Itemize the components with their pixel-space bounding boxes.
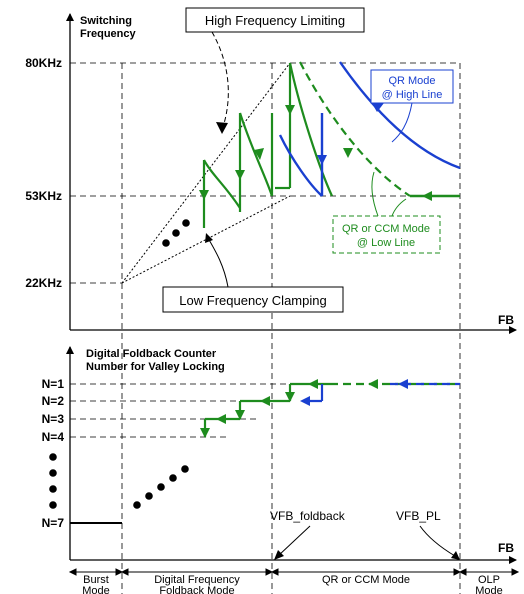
- vfb-pl-arrowhead: [451, 551, 460, 560]
- blue-qr-curve: [278, 61, 461, 197]
- green-staircase: [203, 382, 330, 437]
- envelope-lower: [121, 195, 291, 284]
- dot-top-2: [172, 229, 180, 237]
- green-arrowheads-bottom: [200, 379, 378, 438]
- top-x-label: FB: [498, 313, 514, 327]
- bottom-y-title-1: Digital Foldback Counter: [86, 348, 217, 360]
- box-low-label: Low Frequency Clamping: [179, 293, 326, 308]
- dot-diag-3: [157, 483, 165, 491]
- mode-arrows: [68, 568, 520, 576]
- blue-arrowhead-1: [317, 155, 327, 165]
- blue-n1-arrowhead: [398, 379, 408, 389]
- box-low-frequency-clamping: [162, 286, 344, 313]
- bottom-x-label: FB: [498, 541, 514, 555]
- dot-top-1: [162, 239, 170, 247]
- green-foldback-curve: [202, 62, 333, 228]
- dot-axis-2: [49, 469, 57, 477]
- green-dashed-curve: [299, 61, 411, 197]
- qr-high-box: [370, 69, 454, 104]
- dot-diag-2: [145, 492, 153, 500]
- top-y-title-2: Frequency: [80, 28, 137, 40]
- qr-low-label-2: @ Low Line: [357, 237, 415, 249]
- vfb-foldback-arrowhead: [274, 550, 284, 560]
- qr-high-label-1: QR Mode: [388, 75, 435, 87]
- dot-diag-5: [181, 465, 189, 473]
- mode-olp-1: OLP: [478, 574, 500, 586]
- qr-low-pointer-2: [391, 198, 407, 217]
- tick-53khz: 53KHz: [25, 189, 62, 203]
- tick-n3: N=3: [42, 412, 65, 426]
- qr-high-pointer: [391, 102, 413, 143]
- vfb-foldback-label: VFB_foldback: [270, 509, 346, 523]
- vfb-pl-arrow: [419, 525, 456, 557]
- high-limit-arrow: [211, 31, 229, 131]
- green-arrowheads-top: [199, 105, 432, 201]
- qr-low-label-1: QR or CCM Mode: [342, 223, 430, 235]
- mode-qr-ccm: QR or CCM Mode: [322, 574, 410, 586]
- top-y-title-1: Switching: [80, 15, 132, 27]
- envelope-upper: [121, 62, 291, 284]
- tick-n7: N=7: [42, 516, 65, 530]
- mode-foldback-2: Foldback Mode: [159, 585, 234, 594]
- tick-n1: N=1: [42, 377, 65, 391]
- qr-low-pointer-1: [371, 171, 379, 217]
- dot-axis-1: [49, 453, 57, 461]
- mode-olp-2: Mode: [475, 585, 503, 594]
- tick-n2: N=2: [42, 394, 65, 408]
- dot-diag-1: [133, 501, 141, 509]
- qr-low-box: [332, 215, 441, 254]
- mode-burst-2: Mode: [82, 585, 110, 594]
- high-limit-arrowhead: [216, 122, 228, 134]
- mode-foldback-1: Digital Frequency: [154, 574, 240, 586]
- dot-diag-4: [169, 474, 177, 482]
- dot-axis-3: [49, 485, 57, 493]
- tick-22khz: 22KHz: [25, 276, 62, 290]
- dot-top-3: [182, 219, 190, 227]
- box-high-label: High Frequency Limiting: [205, 13, 345, 28]
- tick-80khz: 80KHz: [25, 56, 62, 70]
- bottom-y-title-2: Number for Valley Locking: [86, 361, 225, 373]
- dot-axis-4: [49, 501, 57, 509]
- box-high-frequency-limiting: [185, 7, 365, 33]
- tick-n4: N=4: [42, 430, 65, 444]
- low-clamp-arrow: [207, 237, 229, 288]
- low-clamp-arrowhead: [205, 233, 213, 243]
- vfb-foldback-arrow: [277, 525, 311, 557]
- mode-burst-1: Burst: [83, 574, 109, 586]
- qr-high-label-2: @ High Line: [382, 89, 443, 101]
- vfb-pl-label: VFB_PL: [396, 509, 441, 523]
- blue-n2-arrowhead: [300, 396, 310, 406]
